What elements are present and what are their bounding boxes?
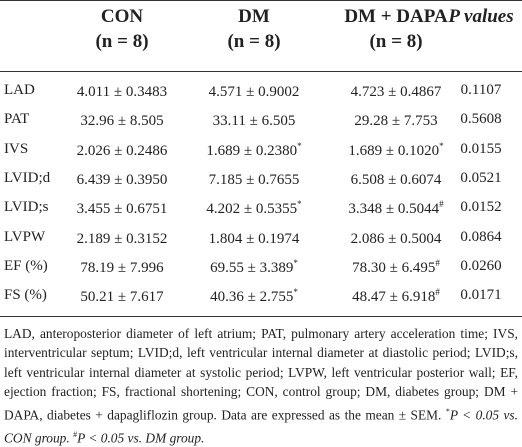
cell-dm: 40.36 ± 2.755* (186, 287, 322, 306)
cell-dm: 33.11 ± 6.505 (186, 111, 322, 130)
cell-con: 78.19 ± 7.996 (54, 258, 190, 277)
header-dm: DM (n = 8) (186, 4, 322, 54)
cell-dm: 1.689 ± 0.2380* (186, 141, 322, 160)
cell-dapa: 3.348 ± 0.5044# (316, 199, 476, 218)
cell-p-value: 0.0155 (460, 141, 502, 157)
cell-value: 4.723 ± 0.4867 (350, 84, 442, 100)
header-dm-dapa-name: DM + DAPA (344, 6, 448, 27)
cell-dapa: 4.723 ± 0.4867 (316, 82, 476, 101)
cell-value: 29.28 ± 7.753 (354, 113, 438, 129)
cell-con: 4.011 ± 0.3483 (54, 82, 190, 101)
cell-con: 50.21 ± 7.617 (54, 287, 190, 306)
significance-mark: # (435, 258, 440, 268)
cell-con: 32.96 ± 8.505 (54, 111, 190, 130)
significance-mark: * (439, 141, 444, 151)
cell-con: 2.189 ± 0.3152 (54, 229, 190, 248)
cell-value: 78.30 ± 6.495 (352, 260, 436, 276)
row-label: LAD (4, 82, 35, 98)
cell-value: 2.026 ± 0.2486 (76, 143, 168, 159)
row-label: LVID;s (4, 199, 49, 215)
cell-p-value: 0.0152 (460, 199, 502, 215)
cell-value: 4.202 ± 0.5355 (206, 201, 298, 217)
cell-value: 4.571 ± 0.9002 (208, 84, 300, 100)
cell-value: 1.804 ± 0.1974 (208, 231, 300, 247)
significance-mark: * (293, 258, 298, 268)
cell-value: 50.21 ± 7.617 (80, 289, 164, 305)
cell-p-value: 0.0171 (460, 287, 502, 303)
table-top-rule (0, 0, 522, 1)
header-p-values: P values (440, 4, 522, 29)
cell-value: 7.185 ± 0.7655 (208, 172, 300, 188)
header-con: CON (n = 8) (54, 4, 190, 54)
cell-dm: 69.55 ± 3.389* (186, 258, 322, 277)
cell-value: 40.36 ± 2.755 (210, 289, 294, 305)
cell-value: 2.086 ± 0.5004 (350, 231, 442, 247)
cell-value: 3.348 ± 0.5044 (348, 201, 440, 217)
cell-value: 1.689 ± 0.2380 (206, 143, 298, 159)
cell-value: 69.55 ± 3.389 (210, 260, 294, 276)
header-dm-name: DM (238, 6, 270, 27)
cell-dapa: 2.086 ± 0.5004 (316, 229, 476, 248)
header-dm-dapa-n: (n = 8) (369, 31, 423, 52)
row-label: LVPW (4, 229, 46, 245)
cell-value: 78.19 ± 7.996 (80, 260, 164, 276)
footnote-text: LAD, anteroposterior diameter of left at… (4, 326, 518, 423)
table-footnote: LAD, anteroposterior diameter of left at… (4, 324, 518, 447)
row-label: IVS (4, 141, 29, 157)
row-label: LVID;d (4, 170, 51, 186)
cell-value: 6.439 ± 0.3950 (76, 172, 168, 188)
significance-mark: * (293, 287, 298, 297)
cell-con: 3.455 ± 0.6751 (54, 199, 190, 218)
row-label: EF (%) (4, 258, 48, 274)
cell-value: 2.189 ± 0.3152 (76, 231, 168, 247)
cell-dm: 4.202 ± 0.5355* (186, 199, 322, 218)
significance-mark: * (297, 141, 302, 151)
significance-mark: # (435, 287, 440, 297)
cell-value: 33.11 ± 6.505 (212, 113, 296, 129)
cell-value: 1.689 ± 0.1020 (348, 143, 440, 159)
cell-dapa: 6.508 ± 0.6074 (316, 170, 476, 189)
row-label: FS (%) (4, 287, 47, 303)
cell-p-value: 0.0864 (460, 229, 502, 245)
cell-dm: 7.185 ± 0.7655 (186, 170, 322, 189)
row-label: PAT (4, 111, 30, 127)
footnote-significance-dm: P < 0.05 vs. DM group. (77, 429, 205, 445)
cell-value: 6.508 ± 0.6074 (350, 172, 442, 188)
cell-p-value: 0.5608 (460, 111, 502, 127)
footnote-significance-con: P < 0.05 vs. CON group. (4, 407, 518, 445)
cell-value: 3.455 ± 0.6751 (76, 201, 168, 217)
footnote-mark-star: * (445, 406, 450, 416)
cell-dm: 1.804 ± 0.1974 (186, 229, 322, 248)
cell-con: 2.026 ± 0.2486 (54, 141, 190, 160)
cell-dapa: 78.30 ± 6.495# (316, 258, 476, 277)
footnote-mark-hash: # (73, 429, 78, 439)
cell-con: 6.439 ± 0.3950 (54, 170, 190, 189)
header-con-n: (n = 8) (95, 31, 149, 52)
table-bottom-rule (0, 316, 522, 317)
header-dm-dapa: DM + DAPA (n = 8) (316, 4, 476, 54)
header-dm-n: (n = 8) (227, 31, 281, 52)
cell-dapa: 48.47 ± 6.918# (316, 287, 476, 306)
cell-p-value: 0.1107 (460, 82, 502, 98)
cell-p-value: 0.0260 (460, 258, 502, 274)
cell-dapa: 29.28 ± 7.753 (316, 111, 476, 130)
cell-dapa: 1.689 ± 0.1020* (316, 141, 476, 160)
significance-mark: * (297, 199, 302, 209)
cell-value: 4.011 ± 0.3483 (76, 84, 168, 100)
cell-value: 48.47 ± 6.918 (352, 289, 436, 305)
header-p-values-name: P values (448, 6, 514, 27)
cell-dm: 4.571 ± 0.9002 (186, 82, 322, 101)
significance-mark: # (439, 199, 444, 209)
cell-value: 32.96 ± 8.505 (80, 113, 164, 129)
cell-p-value: 0.0521 (460, 170, 502, 186)
table-header-rule (0, 71, 522, 72)
header-con-name: CON (100, 6, 144, 27)
